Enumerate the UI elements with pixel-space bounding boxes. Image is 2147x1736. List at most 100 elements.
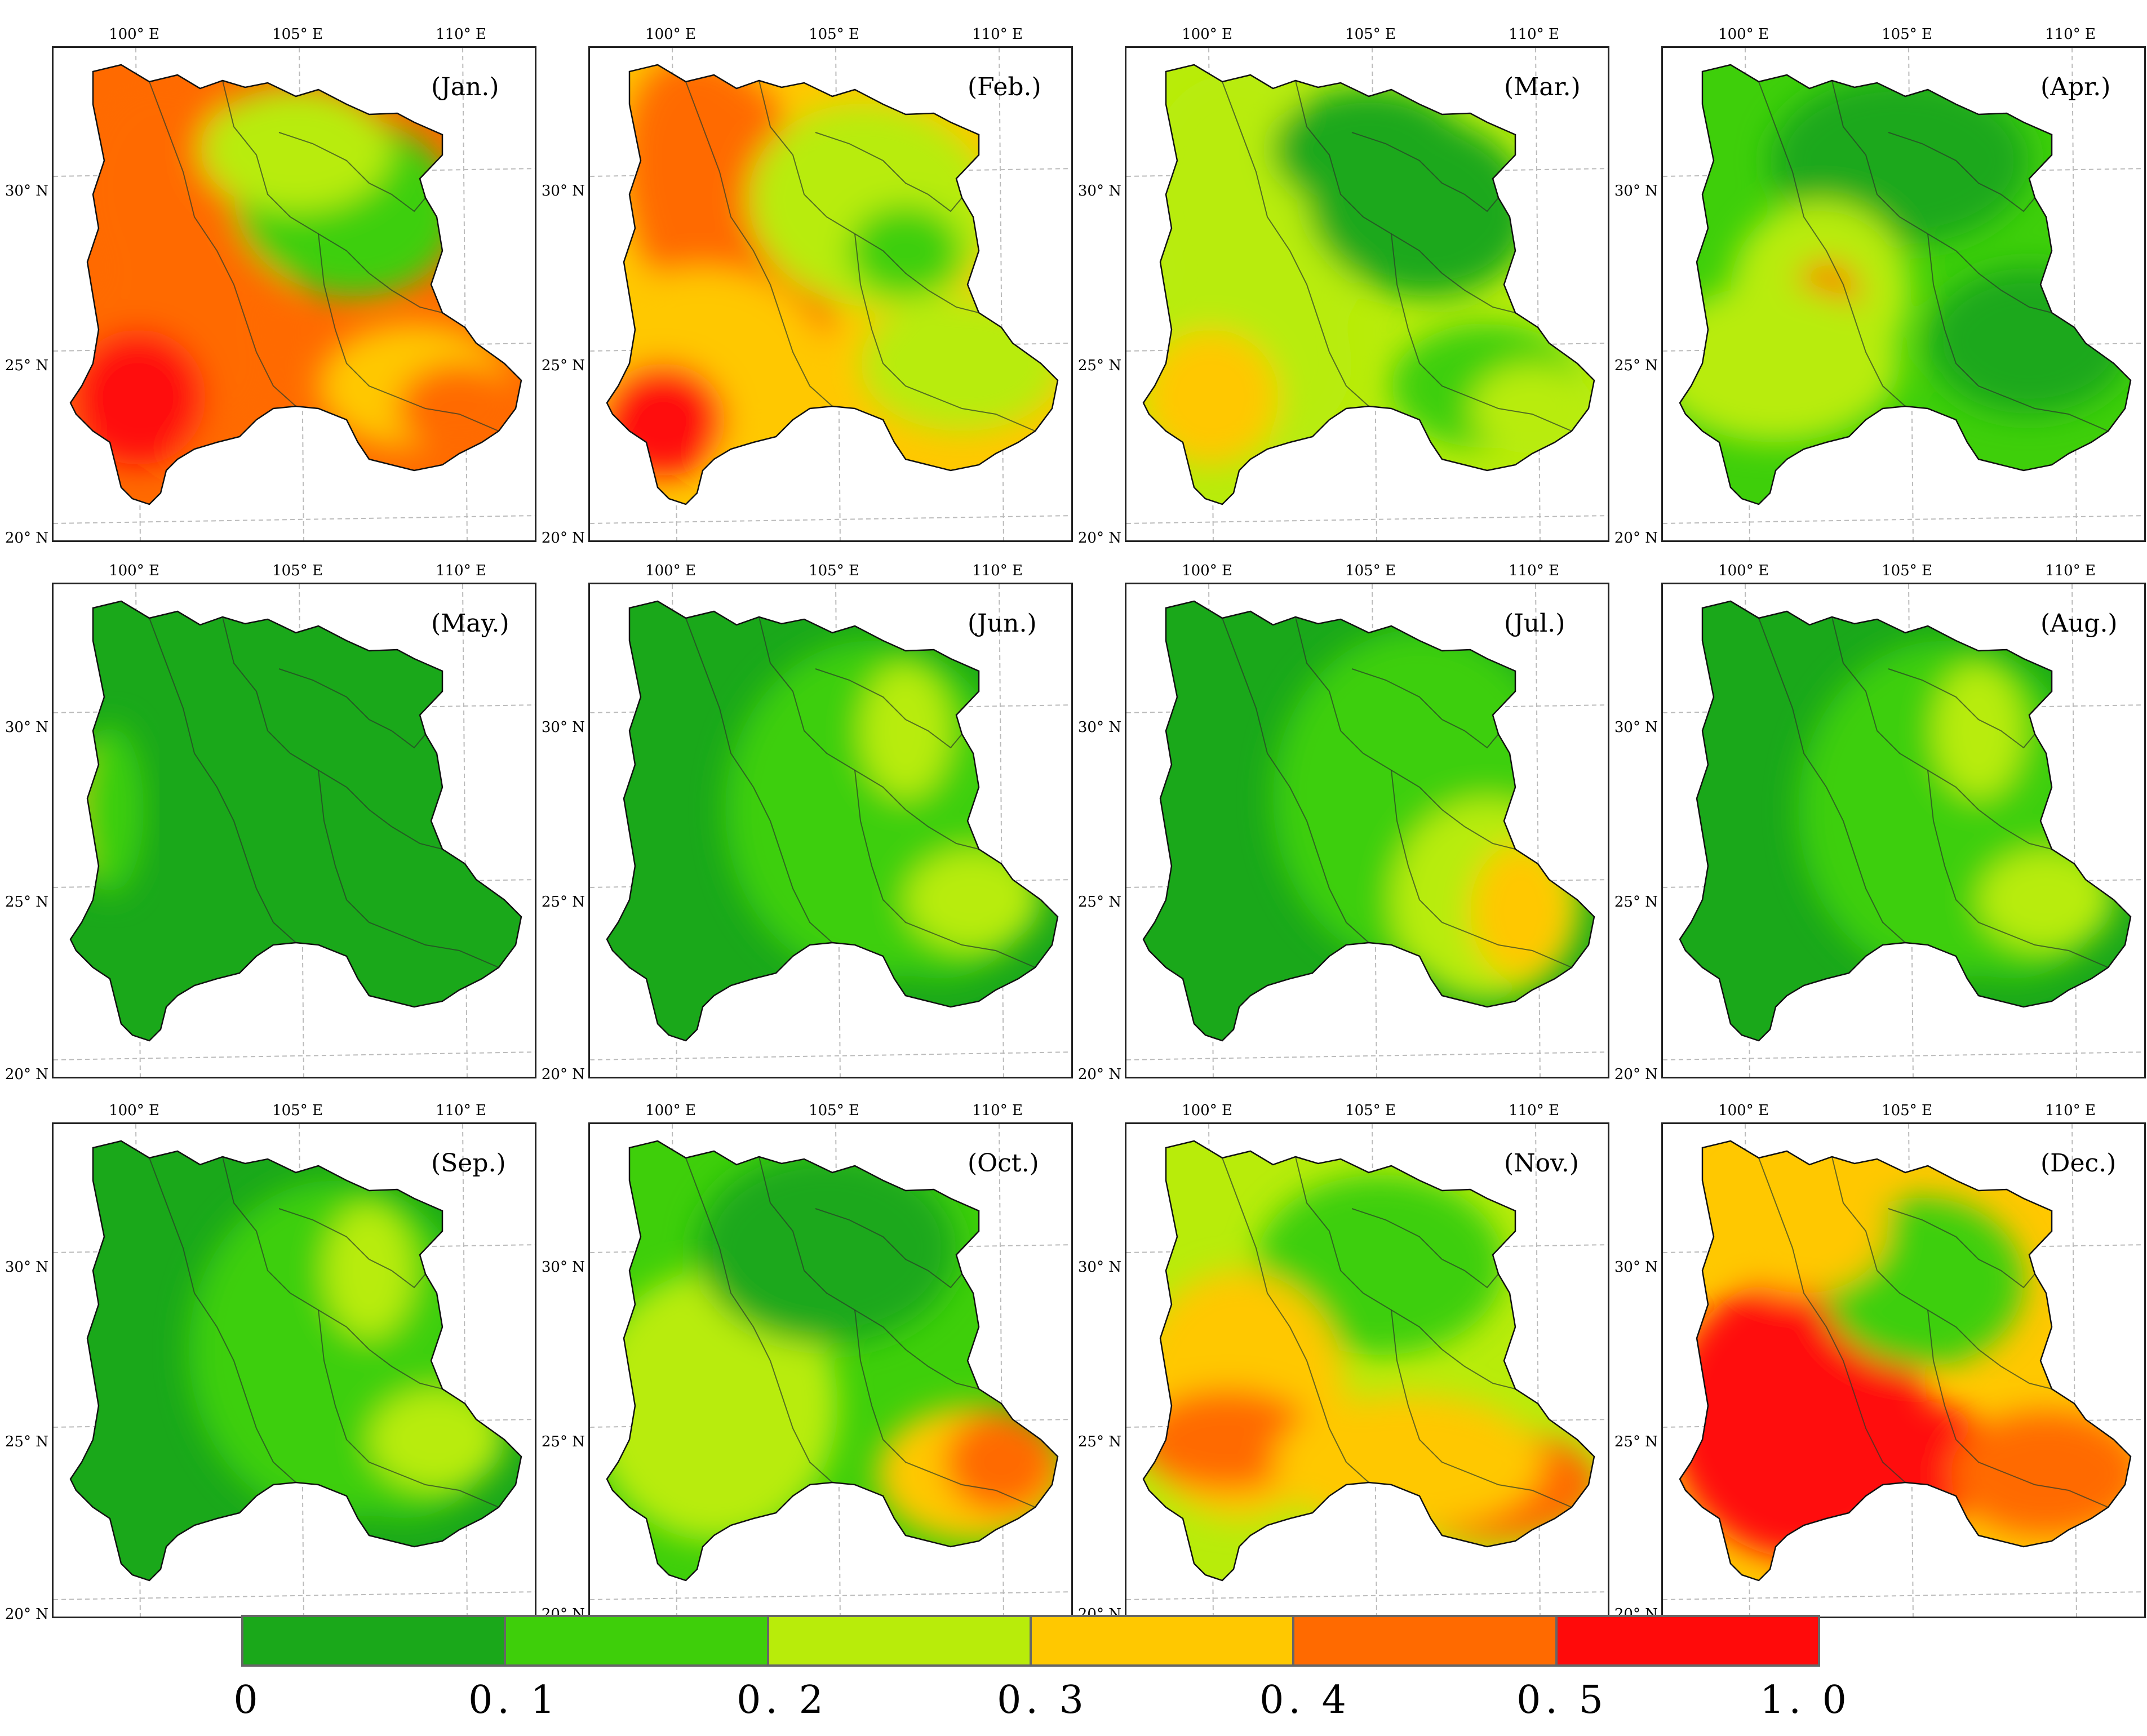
latitude-label: 20° N bbox=[1614, 530, 1658, 547]
longitude-label: 100° E bbox=[109, 26, 159, 43]
legend-tick-label: 1. 0 bbox=[1760, 1678, 1851, 1722]
value-zone bbox=[1470, 843, 1572, 979]
legend-swatch-2 bbox=[769, 1617, 1032, 1664]
latitude-label: 20° N bbox=[541, 530, 585, 547]
latitude-label: 30° N bbox=[541, 183, 585, 199]
legend-swatch-4 bbox=[1294, 1617, 1558, 1664]
value-zone bbox=[697, 1152, 956, 1344]
graticule-line bbox=[1535, 1124, 1541, 1617]
latitude-label: 30° N bbox=[5, 183, 48, 199]
map-frame: (Nov.) bbox=[1125, 1122, 1609, 1618]
latitude-label: 25° N bbox=[1614, 1433, 1658, 1450]
graticule-line bbox=[590, 1051, 1071, 1060]
graticule-line bbox=[462, 48, 468, 540]
graticule-line bbox=[1663, 1591, 2144, 1600]
map-panel: 100° E 105° E 110° E (Apr.) 30° N 25° N 20° N bbox=[1614, 26, 2147, 548]
map-canvas bbox=[1126, 584, 1608, 1077]
province-border bbox=[278, 668, 426, 749]
longitude-label: 105° E bbox=[1345, 1102, 1396, 1119]
longitude-label: 105° E bbox=[1882, 26, 1932, 43]
province-border bbox=[685, 1157, 833, 1483]
map-canvas bbox=[1663, 584, 2144, 1077]
longitude-label: 100° E bbox=[1182, 1102, 1232, 1119]
longitude-label: 105° E bbox=[809, 1102, 859, 1119]
region-outline bbox=[1142, 600, 1595, 1042]
longitude-label: 100° E bbox=[109, 562, 159, 579]
latitude-label: 30° N bbox=[541, 1259, 585, 1276]
legend-swatch-5 bbox=[1557, 1617, 1818, 1664]
province-border bbox=[1391, 770, 1572, 968]
value-zone bbox=[1143, 330, 1279, 465]
map-canvas bbox=[54, 584, 535, 1077]
value-zone bbox=[1143, 1389, 1318, 1490]
legend-tick-label: 0. 5 bbox=[1516, 1678, 1608, 1722]
province-border bbox=[318, 233, 499, 432]
longitude-label: 110° E bbox=[436, 26, 486, 43]
map-panel: 100° E 105° E 110° E (Sep.) 30° N 25° N 20° N bbox=[5, 1102, 582, 1624]
value-zone bbox=[1470, 363, 1594, 454]
value-zone bbox=[1256, 1175, 1504, 1355]
latitude-label: 20° N bbox=[541, 1066, 585, 1083]
longitude-label: 100° E bbox=[1182, 562, 1232, 579]
graticule-line bbox=[462, 1124, 468, 1617]
latitude-label: 25° N bbox=[1077, 357, 1121, 374]
latitude-label: 30° N bbox=[1077, 719, 1121, 736]
region-outline bbox=[1142, 1140, 1595, 1582]
month-label: (Jun.) bbox=[968, 609, 1037, 638]
month-label: (Sep.) bbox=[431, 1149, 506, 1178]
legend-tick-label: 0. 2 bbox=[737, 1678, 828, 1722]
latitude-label: 30° N bbox=[5, 1259, 48, 1276]
region-fill bbox=[70, 1141, 521, 1580]
province-border bbox=[854, 770, 1036, 968]
province-border bbox=[278, 132, 426, 212]
legend-tick-label: 0 bbox=[233, 1678, 263, 1722]
region-outline bbox=[1679, 600, 2132, 1042]
map-frame: (Jun.) bbox=[588, 583, 1073, 1078]
value-zone bbox=[369, 1389, 504, 1490]
value-zone bbox=[1928, 268, 2131, 414]
province-border bbox=[1351, 132, 1499, 212]
graticule-line bbox=[1663, 1051, 2144, 1060]
map-frame: (May.) bbox=[52, 583, 536, 1078]
map-frame: (Apr.) bbox=[1661, 46, 2146, 542]
region-fill bbox=[1680, 65, 2131, 504]
longitude-label: 105° E bbox=[1345, 562, 1396, 579]
longitude-label: 110° E bbox=[1509, 26, 1559, 43]
province-border bbox=[1927, 770, 2109, 968]
latitude-label: 30° N bbox=[5, 719, 48, 736]
latitude-label: 30° N bbox=[1614, 183, 1658, 199]
month-label: (Aug.) bbox=[2040, 609, 2118, 638]
latitude-label: 20° N bbox=[1077, 1066, 1121, 1083]
map-canvas bbox=[590, 1124, 1071, 1617]
graticule-line bbox=[54, 1591, 535, 1600]
longitude-label: 110° E bbox=[972, 562, 1023, 579]
region-fill bbox=[1680, 601, 2131, 1041]
region-outline bbox=[606, 64, 1059, 505]
month-label: (May.) bbox=[431, 609, 509, 638]
map-panel: 100° E 105° E 110° E (Jan.) 30° N 25° N 20° N bbox=[5, 26, 582, 548]
map-canvas bbox=[590, 48, 1071, 540]
map-canvas bbox=[1663, 48, 2144, 540]
province-border bbox=[815, 1208, 962, 1289]
latitude-label: 25° N bbox=[541, 357, 585, 374]
longitude-label: 100° E bbox=[645, 562, 696, 579]
legend-tick-label: 0. 1 bbox=[468, 1678, 560, 1722]
longitude-label: 110° E bbox=[1509, 1102, 1559, 1119]
latitude-label: 25° N bbox=[5, 894, 48, 911]
month-label: (Jul.) bbox=[1504, 609, 1565, 638]
value-zone bbox=[849, 206, 962, 296]
region-fill bbox=[607, 65, 1058, 504]
graticule-line bbox=[2071, 1124, 2077, 1617]
longitude-label: 105° E bbox=[1882, 562, 1932, 579]
region-fill bbox=[1143, 601, 1594, 1041]
month-label: (Mar.) bbox=[1504, 73, 1581, 101]
latitude-label: 30° N bbox=[1614, 1259, 1658, 1276]
value-zone bbox=[1933, 663, 2024, 798]
graticule-line bbox=[54, 515, 535, 524]
graticule-line bbox=[462, 584, 468, 1077]
map-frame: (Sep.) bbox=[52, 1122, 536, 1618]
longitude-label: 110° E bbox=[1509, 562, 1559, 579]
region-fill bbox=[1143, 65, 1594, 504]
month-label: (Feb.) bbox=[968, 73, 1041, 101]
